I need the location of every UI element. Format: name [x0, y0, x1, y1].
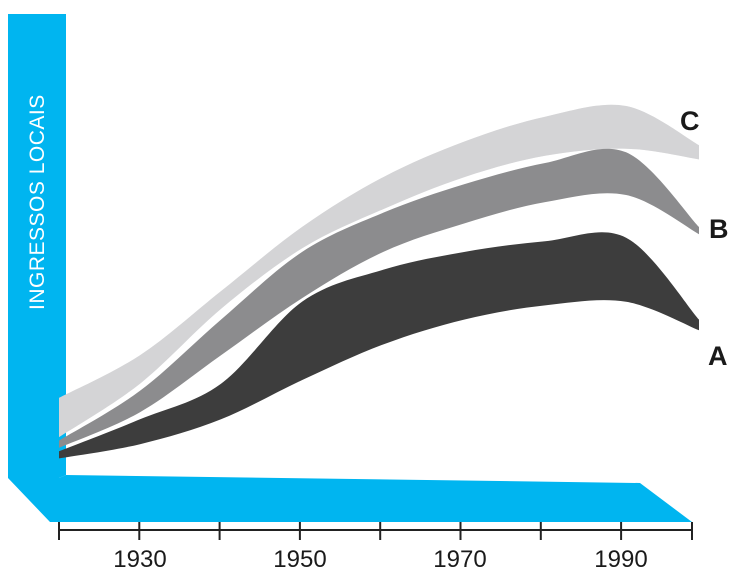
- tick-label-1970: 1970: [433, 546, 486, 573]
- series-label-b: B: [709, 214, 729, 244]
- y-axis-bar: [8, 14, 66, 478]
- tick-label-1950: 1950: [273, 546, 326, 573]
- series-label-c: C: [680, 106, 700, 136]
- tick-label-1930: 1930: [113, 546, 166, 573]
- x-axis-ticks: [58, 522, 693, 540]
- band-series-b: [59, 148, 699, 448]
- band-series-c: [59, 104, 699, 438]
- band-series-c-overlay: [59, 104, 699, 438]
- series-bands: [59, 104, 699, 459]
- series-label-a: A: [708, 341, 728, 371]
- band-series-a: [59, 232, 699, 459]
- x-axis-bar: [8, 475, 692, 522]
- tick-label-1990: 1990: [594, 546, 647, 573]
- y-axis-label: INGRESSOS LOCAIS: [26, 94, 49, 310]
